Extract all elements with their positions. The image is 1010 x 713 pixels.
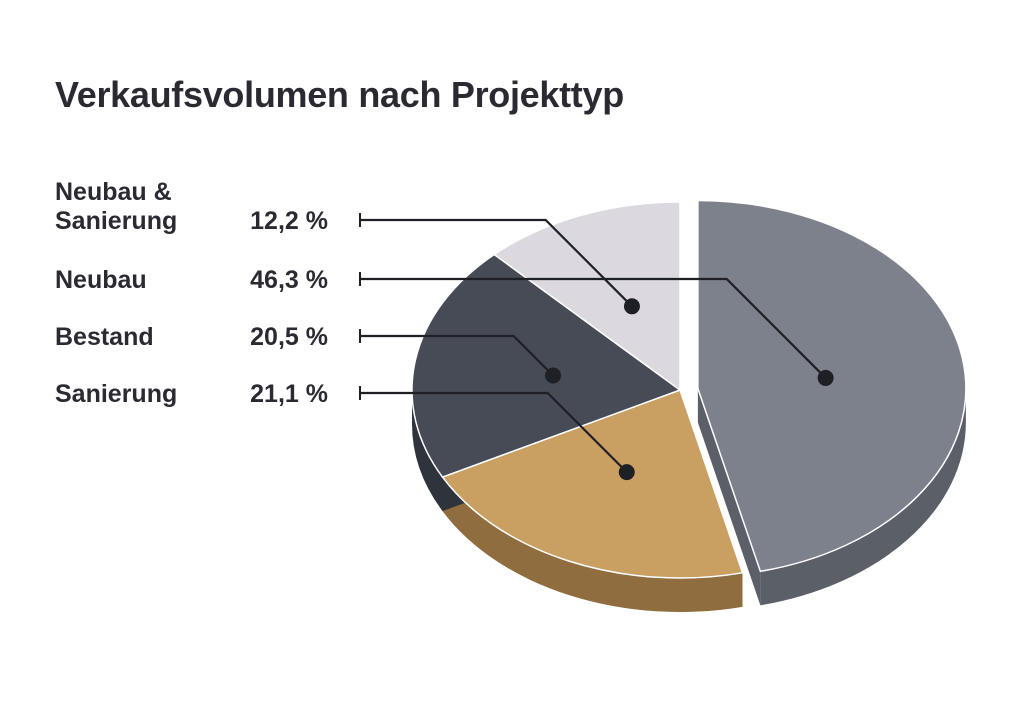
legend-labels: Neubau &Sanierung 12,2 %Neubau 46,3 %Besta… xyxy=(55,178,328,408)
pie-slice-neubau-und-sanierung xyxy=(492,201,681,392)
pie-slices xyxy=(411,199,967,579)
leader-lines xyxy=(359,213,834,481)
legend-label-neubau-und-sanierung-line2: Sanierung xyxy=(55,207,177,235)
legend-label-neubau-und-sanierung-line1: Neubau & xyxy=(55,178,172,206)
pie-side-bestand xyxy=(412,390,443,512)
leader-line-neubau-und-sanierung xyxy=(360,218,633,308)
leader-line-neubau xyxy=(360,277,827,379)
leader-dot-sanierung xyxy=(618,464,635,481)
pie-side-neubau xyxy=(760,388,966,606)
legend-label-bestand: Bestand xyxy=(55,323,154,351)
leader-dot-bestand xyxy=(545,367,562,384)
leader-dot-neubau xyxy=(817,369,834,386)
value-label-neubau: 46,3 % xyxy=(250,266,328,294)
pie-slice-bestand xyxy=(411,253,682,479)
legend-label-neubau: Neubau xyxy=(55,266,147,294)
leader-line-bestand xyxy=(360,334,554,377)
leader-dot-neubau-und-sanierung xyxy=(623,298,640,315)
pie-slice-neubau xyxy=(697,199,967,573)
pie-slice-sanierung xyxy=(441,389,744,579)
pie-cut-neubau xyxy=(697,388,761,606)
value-label-bestand: 20,5 % xyxy=(250,323,328,351)
value-label-sanierung: 21,1 % xyxy=(250,380,328,408)
leader-line-sanierung xyxy=(360,391,628,473)
chart-title: Verkaufsvolumen nach Projekttyp xyxy=(55,74,624,115)
value-label-neubau-und-sanierung: 12,2 % xyxy=(250,207,328,235)
legend-label-sanierung: Sanierung xyxy=(55,380,177,408)
